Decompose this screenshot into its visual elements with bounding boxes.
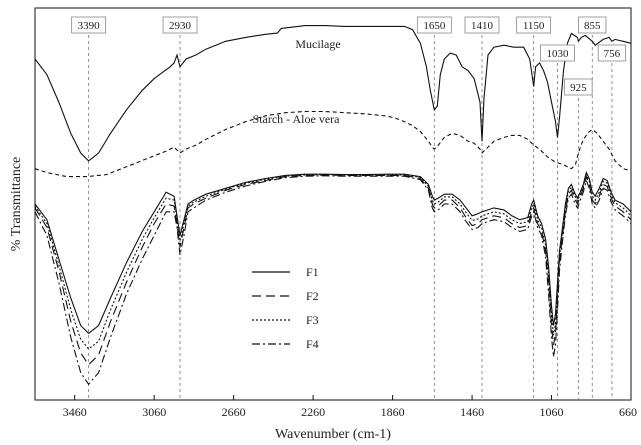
x-tick-label-1860: 1860: [381, 405, 405, 419]
series-line-mucilage: [34, 25, 632, 162]
x-tick-label-1060: 1060: [540, 405, 564, 419]
peak-label-1410: 1410: [471, 20, 494, 32]
x-tick-label-3460: 3460: [63, 405, 87, 419]
x-tick-label-1460: 1460: [460, 405, 484, 419]
legend: F1 F2 F3 F4: [252, 265, 319, 351]
x-tick-label-660: 660: [619, 405, 637, 419]
peak-reference-lines: [88, 35, 613, 400]
series-line-starch-aloe-vera: [34, 110, 632, 178]
peak-label-756: 756: [604, 48, 621, 60]
peak-box-2930: [162, 16, 198, 34]
x-tick-label-3060: 3060: [142, 405, 166, 419]
series-label-starch-aloe-vera: Starch - Aloe vera: [253, 112, 341, 126]
series-layer: [34, 25, 632, 386]
peak-box-855: [578, 16, 607, 34]
legend-label-f1: F1: [306, 265, 319, 279]
peak-label-1650: 1650: [423, 20, 446, 32]
x-axis-label: Wavenumber (cm-1): [275, 427, 391, 442]
peak-label-1030: 1030: [546, 48, 569, 60]
x-tick-label-2660: 2660: [222, 405, 246, 419]
x-tick-label-2260: 2260: [301, 405, 325, 419]
series-line-f3: [34, 172, 632, 350]
peak-label-2930: 2930: [169, 20, 192, 32]
peak-box-1410: [464, 16, 500, 34]
legend-label-f3: F3: [306, 313, 319, 327]
peak-box-1150: [516, 16, 552, 34]
y-axis-label: % Transmittance: [9, 157, 24, 252]
peak-box-1650: [416, 16, 452, 34]
peak-box-925: [564, 78, 593, 96]
peak-label-3390: 3390: [78, 20, 101, 32]
peak-label-1150: 1150: [523, 20, 545, 32]
x-axis-ticks: 3460 3060 2660 2260 1860 1460 1060 660: [63, 395, 637, 419]
peak-box-3390: [71, 16, 107, 34]
legend-label-f2: F2: [306, 289, 319, 303]
peak-label-855: 855: [584, 20, 601, 32]
peak-box-1030: [540, 44, 575, 62]
peak-label-925: 925: [570, 82, 587, 94]
peak-box-756: [597, 44, 627, 62]
legend-label-f4: F4: [306, 337, 319, 351]
series-line-f2: [34, 174, 632, 366]
series-label-mucilage: Mucilage: [295, 37, 340, 51]
series-line-f4: [34, 175, 632, 386]
peak-label-boxes: 3390 2930 1650 1410 1150 1030 925 855 756: [71, 16, 627, 96]
series-line-f1: [34, 171, 632, 335]
